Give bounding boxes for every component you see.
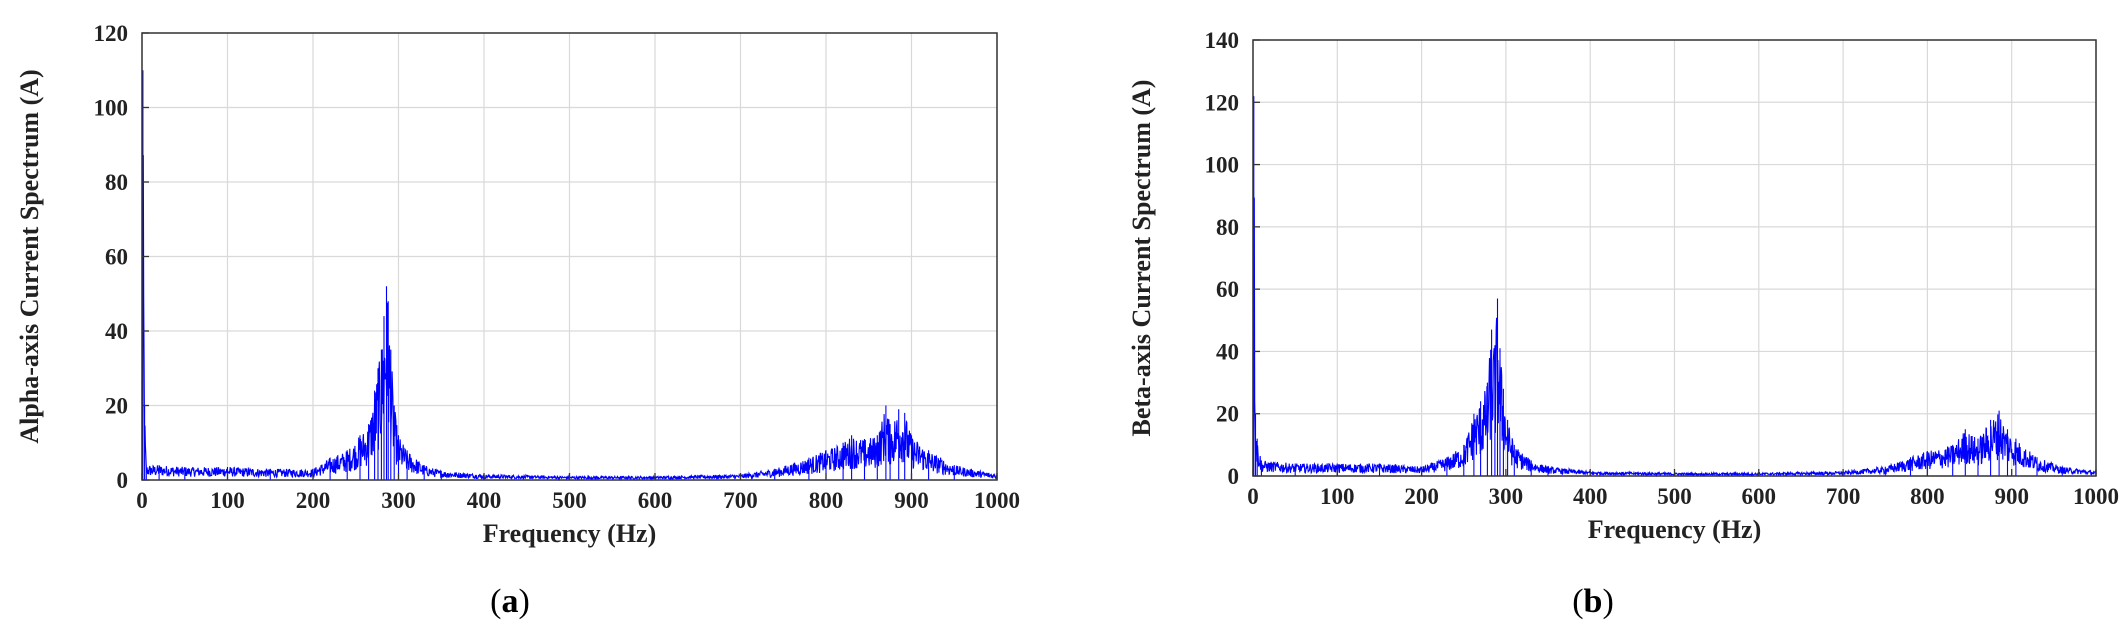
x-tick-label: 900 — [1994, 484, 2029, 509]
y-tick-label: 0 — [117, 468, 129, 493]
y-tick-label: 100 — [1205, 153, 1240, 178]
y-tick-label: 20 — [1216, 402, 1239, 427]
y-tick-label: 100 — [94, 96, 129, 121]
x-tick-label: 600 — [1742, 484, 1777, 509]
panel-caption: (b) — [1572, 583, 1614, 620]
y-tick-label: 120 — [94, 21, 129, 46]
x-tick-label: 1000 — [2073, 484, 2119, 509]
x-tick-label: 200 — [296, 488, 331, 513]
y-tick-label: 0 — [1228, 464, 1240, 489]
x-axis-label: Frequency (Hz) — [483, 519, 657, 548]
x-tick-label: 800 — [1910, 484, 1945, 509]
y-tick-label: 140 — [1205, 28, 1240, 53]
y-axis-label: Beta-axis Current Spectrum (A) — [1127, 80, 1156, 437]
x-tick-label: 700 — [1826, 484, 1861, 509]
x-tick-label: 300 — [1489, 484, 1524, 509]
y-tick-label: 80 — [1216, 215, 1239, 240]
x-tick-label: 300 — [381, 488, 416, 513]
x-tick-label: 100 — [1320, 484, 1355, 509]
x-tick-label: 900 — [894, 488, 929, 513]
chart-panel-a: 0 100 200 300 400 500 600 700 800 900 1000 0 20 40 60 8… — [15, 21, 1020, 620]
y-tick-label: 40 — [105, 319, 128, 344]
x-tick-label: 500 — [1657, 484, 1692, 509]
x-tick-label: 500 — [552, 488, 587, 513]
x-axis-label: Frequency (Hz) — [1588, 515, 1762, 544]
x-tick-label: 400 — [467, 488, 502, 513]
y-tick-label: 120 — [1205, 90, 1240, 115]
x-tick-label: 1000 — [974, 488, 1020, 513]
y-tick-label: 80 — [105, 170, 128, 195]
y-tick-label: 40 — [1216, 339, 1239, 364]
x-tick-label: 800 — [809, 488, 844, 513]
y-tick-label: 60 — [105, 245, 128, 270]
x-tick-label: 400 — [1573, 484, 1608, 509]
x-tick-label: 0 — [1247, 484, 1259, 509]
x-tick-label: 200 — [1404, 484, 1439, 509]
panel-caption: (a) — [490, 583, 530, 620]
x-tick-label: 600 — [638, 488, 673, 513]
x-tick-label: 700 — [723, 488, 758, 513]
y-axis-label: Alpha-axis Current Spectrum (A) — [15, 69, 44, 443]
x-tick-label: 0 — [136, 488, 148, 513]
x-tick-label: 100 — [210, 488, 245, 513]
chart-panel-b: 0 100 200 300 400 500 600 700 800 900 1000 0 20 40 60 8… — [1127, 28, 2119, 620]
y-tick-label: 20 — [105, 394, 128, 419]
y-tick-label: 60 — [1216, 277, 1239, 302]
